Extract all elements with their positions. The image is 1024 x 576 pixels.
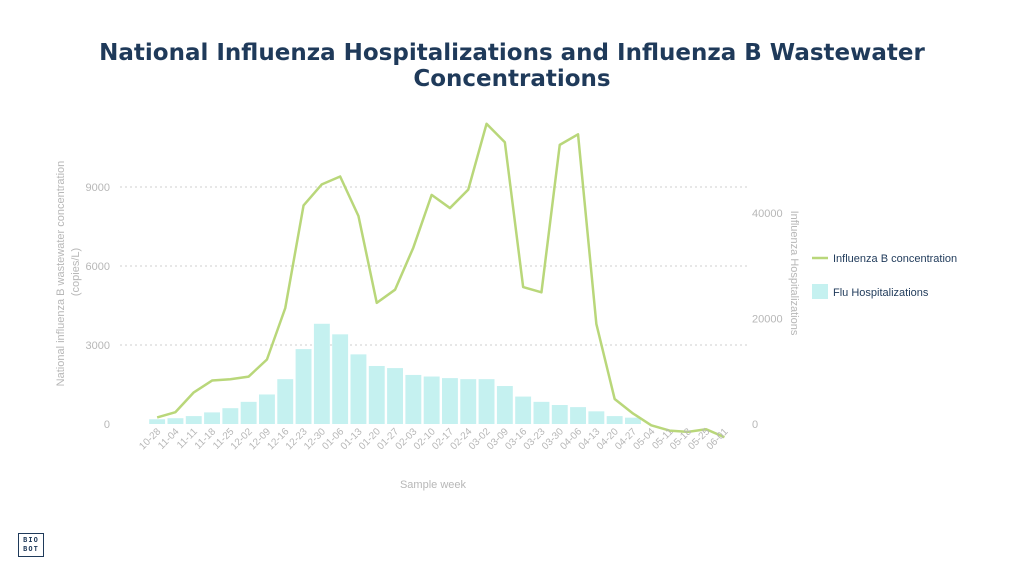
bar [533,401,550,424]
legend-bar-label: Flu Hospitalizations [833,287,929,299]
gridlines [120,186,748,346]
chart-title: National Influenza Hospitalizations and … [99,40,925,92]
y-axis-right-label: Influenza Hospitalizations [788,211,800,336]
bar [442,378,458,424]
line-series [156,122,725,439]
y-left-tick-label: 6000 [86,261,110,273]
bar [332,334,349,424]
biobot-logo: BIO BOT [18,533,44,557]
logo-line-1: BIO [23,536,39,544]
bar [496,386,513,424]
bar [185,416,202,424]
legend-line-label: Influenza B concentration [833,253,957,265]
bar [570,407,586,424]
left-axis-ticks: 0 3000 6000 9000 [86,182,110,431]
bar [295,349,312,424]
logo-line-2: BOT [23,545,39,553]
legend-bar-swatch [812,284,828,299]
bar [460,379,477,424]
bar [167,418,184,424]
y-right-tick-label: 0 [752,419,758,431]
bar [149,419,166,424]
x-axis-ticks: 10-2811-0411-1111-1811-2512-0212-0912-16… [137,426,730,452]
x-tick-label: 11-04 [156,426,182,452]
y-left-tick-label: 0 [104,419,110,431]
y-axis-left-label: National influenza B wastewater concentr… [55,158,82,387]
bar [515,396,532,424]
bars-group [149,323,641,424]
bar [277,379,294,424]
legend: Influenza B concentration Flu Hospitaliz… [812,253,957,299]
bar [240,401,257,424]
bar [350,354,367,424]
right-axis-ticks: 0 20000 40000 [752,208,783,431]
x-axis-label: Sample week [400,479,467,491]
bar [259,394,275,424]
bar [368,365,385,424]
bar [204,412,220,424]
bar [478,379,495,424]
line-group [156,122,725,439]
y-right-tick-label: 40000 [752,208,783,220]
bar [606,416,623,424]
y-left-tick-label: 3000 [86,340,110,352]
bar [588,411,605,424]
bar [405,374,422,424]
bar [313,323,330,424]
bar [222,408,239,424]
bar [551,405,568,424]
bar [387,368,403,424]
bar [625,417,641,424]
y-left-tick-label: 9000 [86,182,110,194]
bar [423,376,440,424]
y-right-tick-label: 20000 [752,314,783,326]
